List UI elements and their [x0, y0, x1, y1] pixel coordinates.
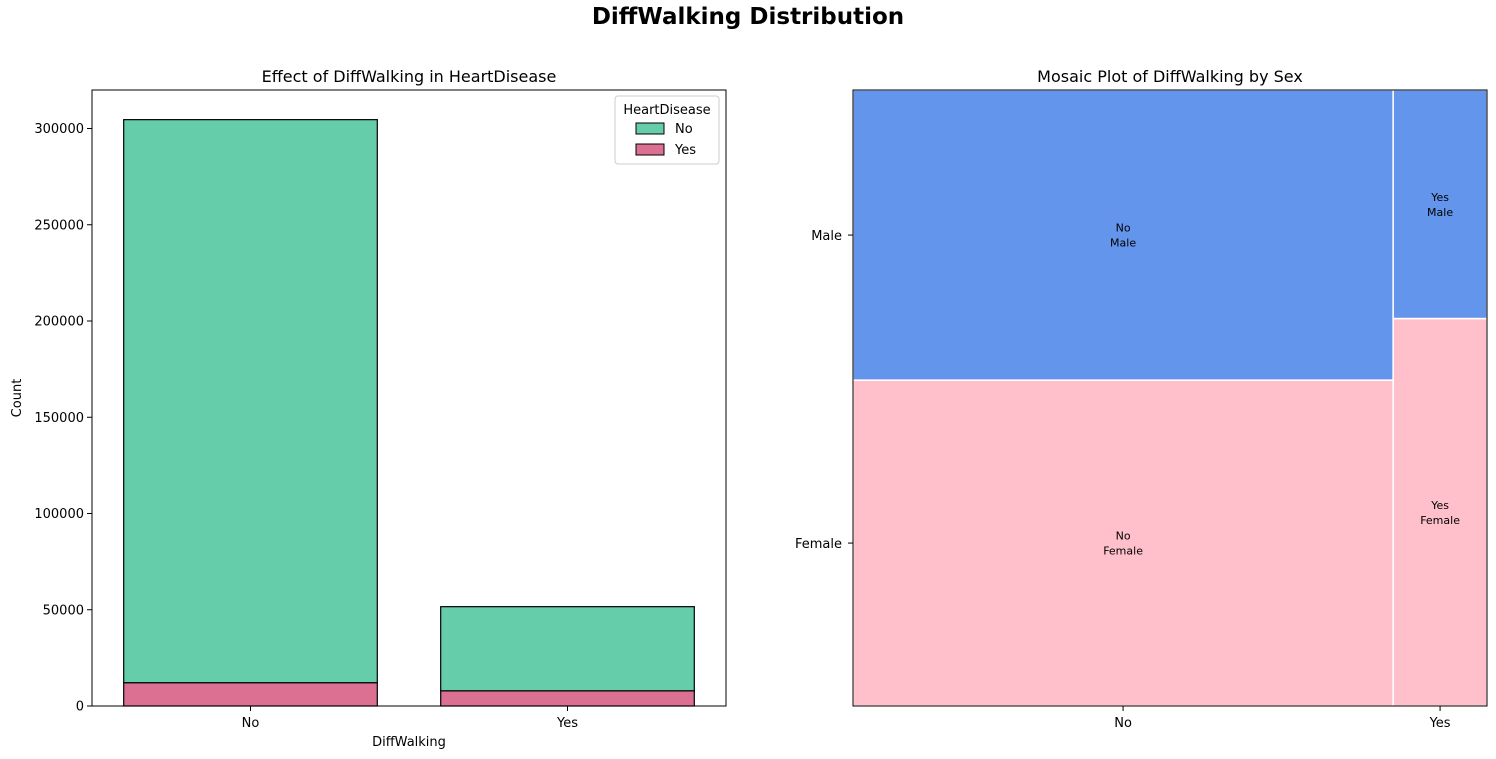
mosaic-x-tick-label: No — [1114, 716, 1132, 731]
stacked-bar-chart: Effect of DiffWalking in HeartDisease 0 5… — [10, 67, 727, 750]
legend-swatch-no — [635, 122, 665, 135]
y-axis-label: Count — [10, 379, 25, 418]
y-tick-label: 250000 — [34, 218, 84, 233]
y-tick-label: 100000 — [34, 507, 84, 522]
bar-plot-frame — [91, 89, 727, 707]
mosaic-x-axis: No Yes — [1114, 706, 1451, 731]
mosaic-cells: No Female No Male Yes Female Yes Male — [852, 89, 1488, 707]
mosaic-cell-no-male — [852, 89, 1394, 381]
legend: HeartDisease No Yes — [614, 95, 720, 165]
y-axis: 0 50000 100000 150000 200000 250000 300000 — [34, 122, 92, 715]
bar-yes-heartdisease-yes — [440, 690, 695, 707]
x-tick-label: Yes — [556, 716, 578, 731]
mosaic-chart: Mosaic Plot of DiffWalking by Sex No Fema… — [795, 67, 1488, 731]
y-tick-label: 150000 — [34, 411, 84, 426]
y-tick-label: 0 — [76, 700, 84, 715]
mosaic-y-tick-label: Male — [811, 229, 842, 244]
legend-title: HeartDisease — [623, 103, 710, 118]
mosaic-plot-frame — [852, 89, 1488, 707]
mosaic-cell-label: Yes — [1430, 499, 1449, 512]
mosaic-cell-label: Yes — [1430, 191, 1449, 204]
figure-title: DiffWalking Distribution — [591, 4, 905, 30]
mosaic-chart-title: Mosaic Plot of DiffWalking by Sex — [1037, 67, 1303, 86]
x-axis: No Yes — [242, 706, 578, 731]
y-tick-label: 50000 — [43, 603, 84, 618]
mosaic-y-axis: Male Female — [795, 229, 853, 552]
mosaic-cell-label: Female — [1420, 514, 1460, 527]
mosaic-cell-no-female — [852, 379, 1394, 707]
mosaic-cell-yes-male — [1392, 89, 1488, 320]
bar-no-heartdisease-yes — [123, 682, 378, 707]
legend-label-no: No — [675, 122, 693, 137]
bar-no-heartdisease-no — [123, 119, 378, 684]
mosaic-x-tick-label: Yes — [1429, 716, 1451, 731]
mosaic-cell-label: Male — [1110, 237, 1136, 250]
legend-swatch-yes — [635, 143, 665, 156]
y-tick-label: 200000 — [34, 315, 84, 330]
bar-group — [123, 119, 695, 707]
legend-label-yes: Yes — [674, 143, 696, 158]
mosaic-cell-label: Female — [1103, 545, 1143, 558]
mosaic-cell-yes-female — [1392, 317, 1488, 707]
x-tick-label: No — [242, 716, 260, 731]
y-tick-label: 300000 — [34, 122, 84, 137]
bar-yes-heartdisease-no — [440, 606, 695, 692]
x-axis-label: DiffWalking — [372, 735, 446, 750]
mosaic-y-tick-label: Female — [795, 537, 842, 552]
mosaic-cell-label: Male — [1427, 206, 1453, 219]
mosaic-cell-label: No — [1116, 530, 1131, 543]
bar-chart-title: Effect of DiffWalking in HeartDisease — [262, 67, 557, 86]
mosaic-cell-label: No — [1116, 222, 1131, 235]
